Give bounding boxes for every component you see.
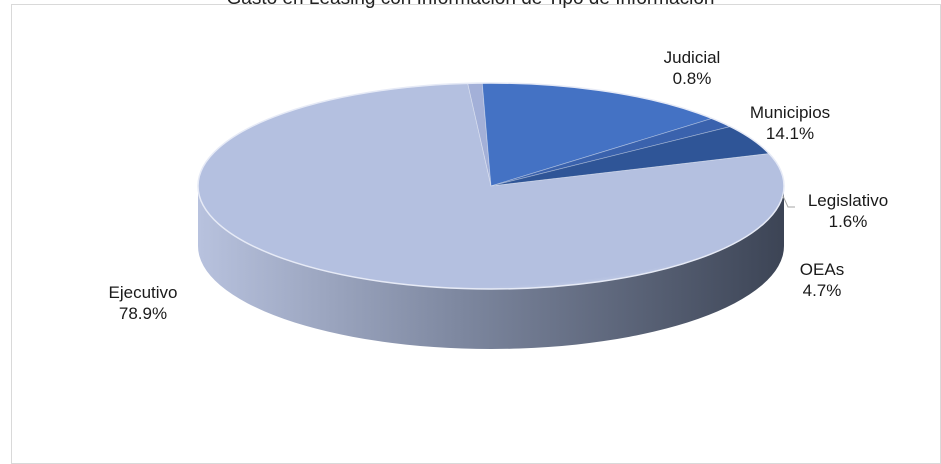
- data-label-value-legislativo: 1.6%: [829, 212, 868, 231]
- data-label-value-judicial: 0.8%: [673, 69, 712, 88]
- leader-line-legislativo: [782, 195, 795, 208]
- pie-side-layer: [198, 186, 784, 349]
- pie-top-layer: [197, 82, 785, 290]
- chart-title: Gasto en Leasing con Información de Tipo…: [0, 0, 941, 10]
- pie-label-layer: Judicial 0.8% Municipios 14.1% Legislativo 1.…: [109, 48, 889, 323]
- data-label-name-legislativo: Legislativo: [808, 191, 888, 210]
- data-label-name-ejecutivo: Ejecutivo: [109, 283, 178, 302]
- data-label-value-ejecutivo: 78.9%: [119, 304, 167, 323]
- data-label-name-judicial: Judicial: [664, 48, 721, 67]
- pie-rim-highlight: [197, 82, 785, 290]
- pie-chart: Judicial 0.8% Municipios 14.1% Legislativo 1.…: [109, 48, 889, 349]
- data-label-name-municipios: Municipios: [750, 103, 830, 122]
- data-label-name-oeas: OEAs: [800, 260, 844, 279]
- data-label-value-municipios: 14.1%: [766, 124, 814, 143]
- pie-side-wall: [198, 186, 784, 349]
- data-label-value-oeas: 4.7%: [803, 281, 842, 300]
